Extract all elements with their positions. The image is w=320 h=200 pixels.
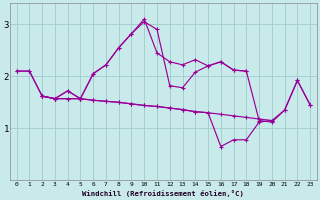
X-axis label: Windchill (Refroidissement éolien,°C): Windchill (Refroidissement éolien,°C) bbox=[83, 190, 244, 197]
